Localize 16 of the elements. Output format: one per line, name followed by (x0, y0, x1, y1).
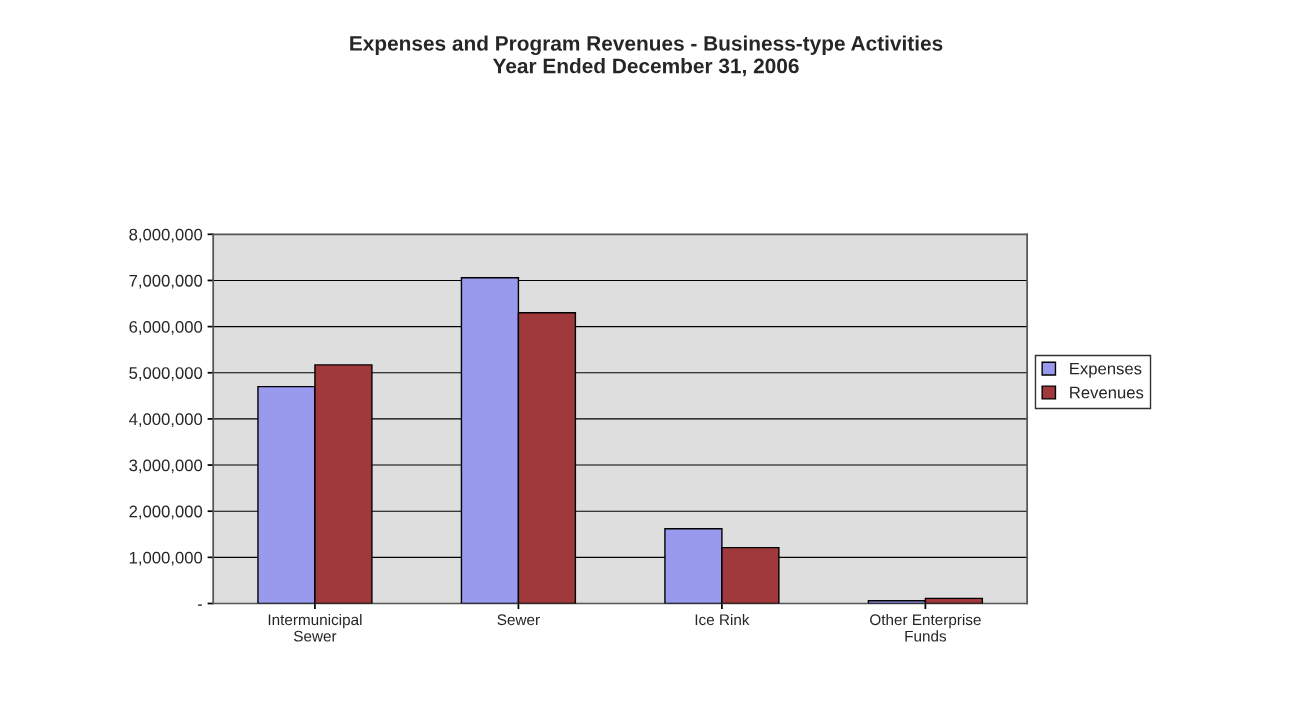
x-tick-label: Other Enterprise Funds (870, 613, 981, 642)
y-tick-label: 4,000,000 (129, 413, 203, 428)
legend-label: Expenses (1070, 362, 1142, 378)
y-tick-label: - (197, 604, 203, 606)
y-tick-label: 8,000,000 (129, 228, 203, 243)
x-tick-label: Ice Rink (695, 613, 750, 626)
chart-title: Expenses and Program Revenues - Business-type Activities Year Ended December 31, 2006 (350, 35, 943, 77)
x-tick-label: Sewer (497, 614, 540, 626)
y-tick-label: 2,000,000 (129, 505, 203, 520)
y-tick-label: 5,000,000 (129, 367, 203, 381)
y-tick-label: 1,000,000 (129, 551, 203, 566)
y-tick-label: 6,000,000 (129, 321, 203, 335)
legend-label: Revenues (1070, 386, 1144, 399)
y-tick-label: 3,000,000 (129, 459, 203, 474)
y-tick-label: 7,000,000 (129, 274, 203, 289)
x-tick-label: Intermunicipal Sewer (268, 613, 362, 642)
